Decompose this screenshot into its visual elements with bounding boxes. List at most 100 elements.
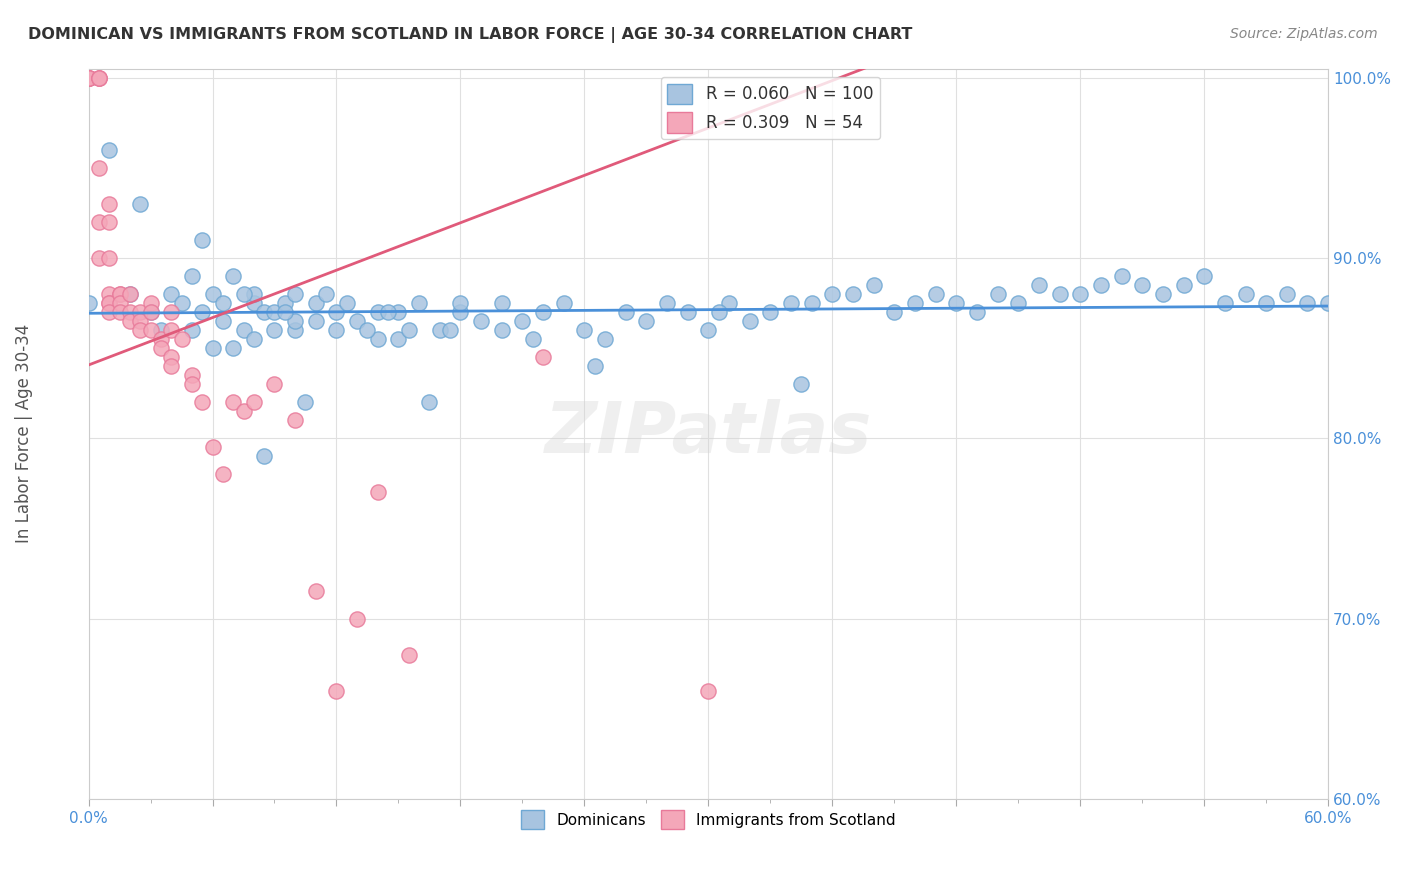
Point <box>387 332 409 346</box>
Y-axis label: In Labor Force | Age 30-34: In Labor Force | Age 30-34 <box>15 324 32 543</box>
Point <box>1317 296 1340 310</box>
Point <box>924 287 946 301</box>
Point <box>697 323 720 337</box>
Point <box>491 296 513 310</box>
Point <box>232 404 254 418</box>
Point <box>98 251 121 265</box>
Point <box>593 332 616 346</box>
Point <box>356 323 378 337</box>
Point <box>149 332 172 346</box>
Point <box>707 305 730 319</box>
Point <box>118 287 141 301</box>
Point <box>1028 277 1050 292</box>
Point <box>284 323 307 337</box>
Point <box>129 305 152 319</box>
Point <box>253 305 276 319</box>
Point <box>263 377 285 392</box>
Point <box>470 314 492 328</box>
Text: Source: ZipAtlas.com: Source: ZipAtlas.com <box>1230 27 1378 41</box>
Point <box>987 287 1010 301</box>
Point <box>139 305 162 319</box>
Point <box>429 323 451 337</box>
Legend: Dominicans, Immigrants from Scotland: Dominicans, Immigrants from Scotland <box>515 805 901 835</box>
Point <box>253 449 276 463</box>
Point <box>191 233 214 247</box>
Point <box>191 305 214 319</box>
Point <box>77 70 100 85</box>
Point <box>1192 268 1215 283</box>
Point <box>367 305 389 319</box>
Point <box>780 296 803 310</box>
Point <box>87 70 110 85</box>
Point <box>512 314 534 328</box>
Point <box>284 287 307 301</box>
Point <box>821 287 844 301</box>
Point <box>129 196 152 211</box>
Point <box>408 296 430 310</box>
Point <box>87 70 110 85</box>
Point <box>232 323 254 337</box>
Point <box>87 70 110 85</box>
Point <box>1130 277 1153 292</box>
Point <box>160 305 183 319</box>
Point <box>77 70 100 85</box>
Point <box>614 305 637 319</box>
Point <box>160 350 183 364</box>
Point <box>211 314 233 328</box>
Point <box>129 323 152 337</box>
Point <box>243 332 266 346</box>
Point <box>387 305 409 319</box>
Point <box>842 287 865 301</box>
Point <box>449 296 471 310</box>
Point <box>790 377 813 392</box>
Point <box>118 314 141 328</box>
Point <box>118 305 141 319</box>
Point <box>232 287 254 301</box>
Point <box>1152 287 1174 301</box>
Point <box>108 287 131 301</box>
Point <box>201 287 224 301</box>
Point <box>305 314 328 328</box>
Point <box>98 296 121 310</box>
Point <box>1111 268 1133 283</box>
Point <box>211 467 233 482</box>
Point <box>98 296 121 310</box>
Point <box>274 305 297 319</box>
Point <box>636 314 658 328</box>
Point <box>108 305 131 319</box>
Point <box>87 161 110 175</box>
Point <box>160 287 183 301</box>
Point <box>367 332 389 346</box>
Point <box>904 296 927 310</box>
Point <box>77 70 100 85</box>
Point <box>222 268 245 283</box>
Point <box>180 268 202 283</box>
Point <box>284 314 307 328</box>
Point <box>243 395 266 409</box>
Point <box>862 277 884 292</box>
Point <box>263 305 285 319</box>
Point <box>108 296 131 310</box>
Point <box>87 251 110 265</box>
Point <box>201 341 224 355</box>
Point <box>1090 277 1112 292</box>
Point <box>531 350 554 364</box>
Point <box>738 314 761 328</box>
Point <box>418 395 440 409</box>
Point <box>98 143 121 157</box>
Point <box>77 296 100 310</box>
Point <box>222 341 245 355</box>
Point <box>336 296 359 310</box>
Point <box>377 305 399 319</box>
Point <box>284 413 307 427</box>
Point <box>449 305 471 319</box>
Point <box>966 305 988 319</box>
Point <box>170 332 193 346</box>
Point <box>139 305 162 319</box>
Point <box>398 323 420 337</box>
Point <box>491 323 513 337</box>
Point <box>274 296 297 310</box>
Text: DOMINICAN VS IMMIGRANTS FROM SCOTLAND IN LABOR FORCE | AGE 30-34 CORRELATION CHA: DOMINICAN VS IMMIGRANTS FROM SCOTLAND IN… <box>28 27 912 43</box>
Point <box>717 296 740 310</box>
Point <box>243 296 266 310</box>
